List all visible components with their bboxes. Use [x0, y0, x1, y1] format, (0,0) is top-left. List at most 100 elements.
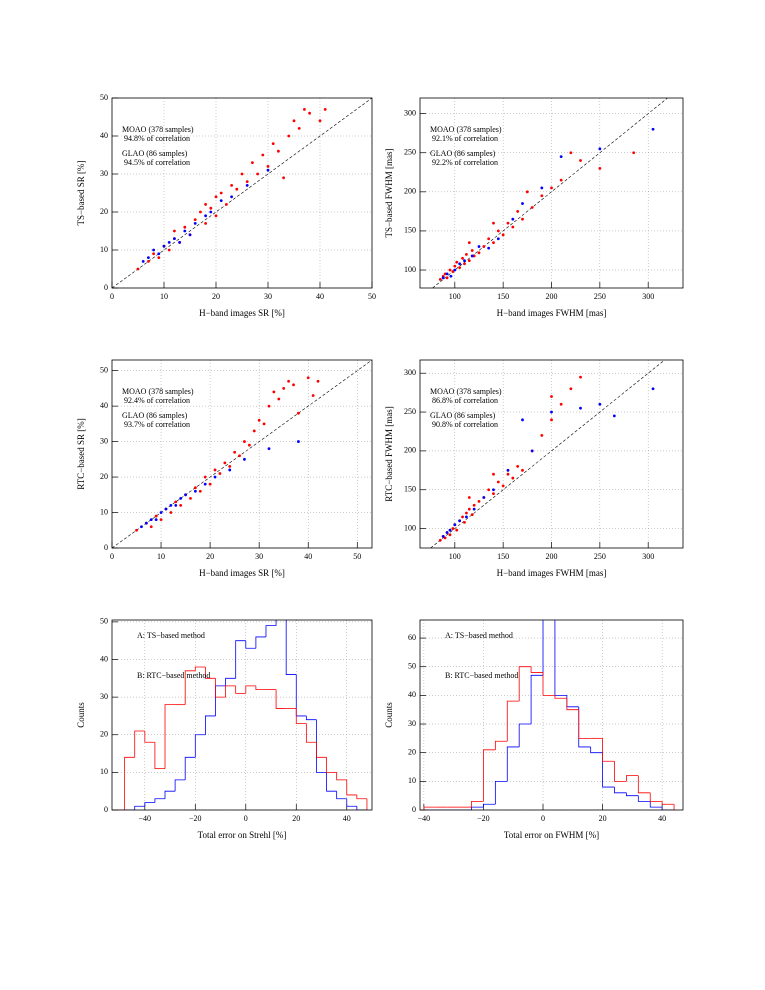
- point: [144, 521, 148, 525]
- y-tick-label: 40: [100, 401, 108, 410]
- y-tick-label: 50: [100, 617, 108, 626]
- y-tick-label: 10: [100, 245, 108, 254]
- histogram-step: [566, 695, 579, 708]
- point: [516, 465, 520, 468]
- point: [559, 402, 563, 406]
- legend-note: 92.4% of correlation: [124, 396, 190, 405]
- point: [308, 111, 311, 115]
- point: [521, 418, 524, 422]
- point: [477, 499, 481, 503]
- histogram-step: [637, 775, 651, 794]
- point: [598, 147, 602, 151]
- y-axis-label: RTC−based FWHM [mas]: [384, 406, 394, 502]
- point: [501, 233, 505, 237]
- legend-label: GLAO (86 samples): [430, 149, 496, 158]
- y-tick-label: 250: [404, 407, 416, 416]
- point: [443, 536, 447, 540]
- point: [223, 461, 227, 465]
- histogram-step: [235, 685, 246, 694]
- point: [598, 166, 602, 170]
- histogram-step: [225, 677, 236, 686]
- y-tick-label: 200: [404, 187, 416, 196]
- y-tick-label: 20: [100, 472, 108, 481]
- point: [467, 241, 471, 245]
- point: [282, 386, 286, 390]
- point: [492, 488, 495, 492]
- point: [193, 489, 197, 493]
- point: [530, 449, 534, 453]
- point: [157, 256, 161, 259]
- point: [311, 394, 315, 397]
- y-tick-label: 100: [404, 265, 416, 274]
- x-tick-label: 10: [157, 552, 165, 561]
- point: [550, 186, 553, 190]
- histogram-step: [336, 772, 347, 781]
- point: [267, 404, 271, 408]
- point: [157, 252, 161, 256]
- histogram-step: [316, 719, 327, 773]
- point: [261, 153, 265, 157]
- point: [292, 383, 295, 387]
- point: [579, 406, 582, 410]
- point: [147, 260, 150, 263]
- point: [174, 500, 178, 504]
- point: [550, 418, 553, 422]
- point: [465, 252, 468, 256]
- histogram-step: [356, 794, 367, 800]
- point: [465, 511, 468, 515]
- chart: 0 10 20 30 40 50 0 10 20 30 40 50 H−band images SR […: [76, 359, 373, 578]
- point: [521, 202, 524, 205]
- point: [470, 249, 474, 252]
- point: [167, 248, 171, 252]
- histogram-step: [184, 670, 196, 705]
- point: [632, 151, 636, 155]
- point: [147, 256, 150, 259]
- point: [492, 472, 495, 476]
- histogram-step: [649, 801, 663, 808]
- histogram-step: [265, 625, 277, 637]
- y-axis-label: TS−based FWHM [mas]: [384, 148, 394, 237]
- histogram-step: [295, 674, 307, 717]
- histogram-step: [626, 775, 639, 782]
- x-tick-label: −20: [477, 814, 490, 823]
- y-tick-label: 200: [404, 446, 416, 455]
- point: [458, 266, 462, 270]
- histogram-step: [204, 715, 216, 735]
- point: [461, 515, 464, 519]
- y-tick-label: 10: [408, 776, 416, 785]
- point: [213, 475, 217, 479]
- point: [149, 525, 153, 529]
- histogram-step: [194, 734, 206, 758]
- point: [472, 254, 476, 258]
- x-tick-label: 100: [449, 552, 461, 561]
- x-tick-label: 40: [658, 814, 666, 823]
- point: [569, 151, 573, 155]
- y-axis-label: Counts: [76, 702, 86, 728]
- histogram-step: [204, 667, 216, 679]
- x-tick-label: 250: [594, 552, 606, 561]
- y-tick-label: 0: [104, 805, 108, 814]
- x-axis-label: H−band images FWHM [mas]: [497, 308, 607, 318]
- point: [449, 274, 453, 278]
- diagonal: [430, 360, 665, 548]
- y-tick-label: 250: [404, 148, 416, 157]
- point: [287, 379, 291, 383]
- histogram-step: [542, 672, 555, 696]
- point: [487, 488, 491, 492]
- histogram-step: [215, 685, 226, 716]
- histogram-step: [494, 780, 508, 805]
- point: [193, 218, 197, 222]
- point: [511, 476, 515, 480]
- point: [189, 496, 192, 500]
- point: [496, 237, 500, 241]
- point: [525, 190, 529, 194]
- point: [183, 225, 187, 229]
- histogram-step: [483, 803, 496, 808]
- point: [245, 184, 249, 187]
- histogram-step: [649, 792, 663, 802]
- histogram-step: [245, 640, 256, 649]
- point: [173, 229, 176, 233]
- point: [245, 180, 249, 184]
- frame: [419, 359, 684, 549]
